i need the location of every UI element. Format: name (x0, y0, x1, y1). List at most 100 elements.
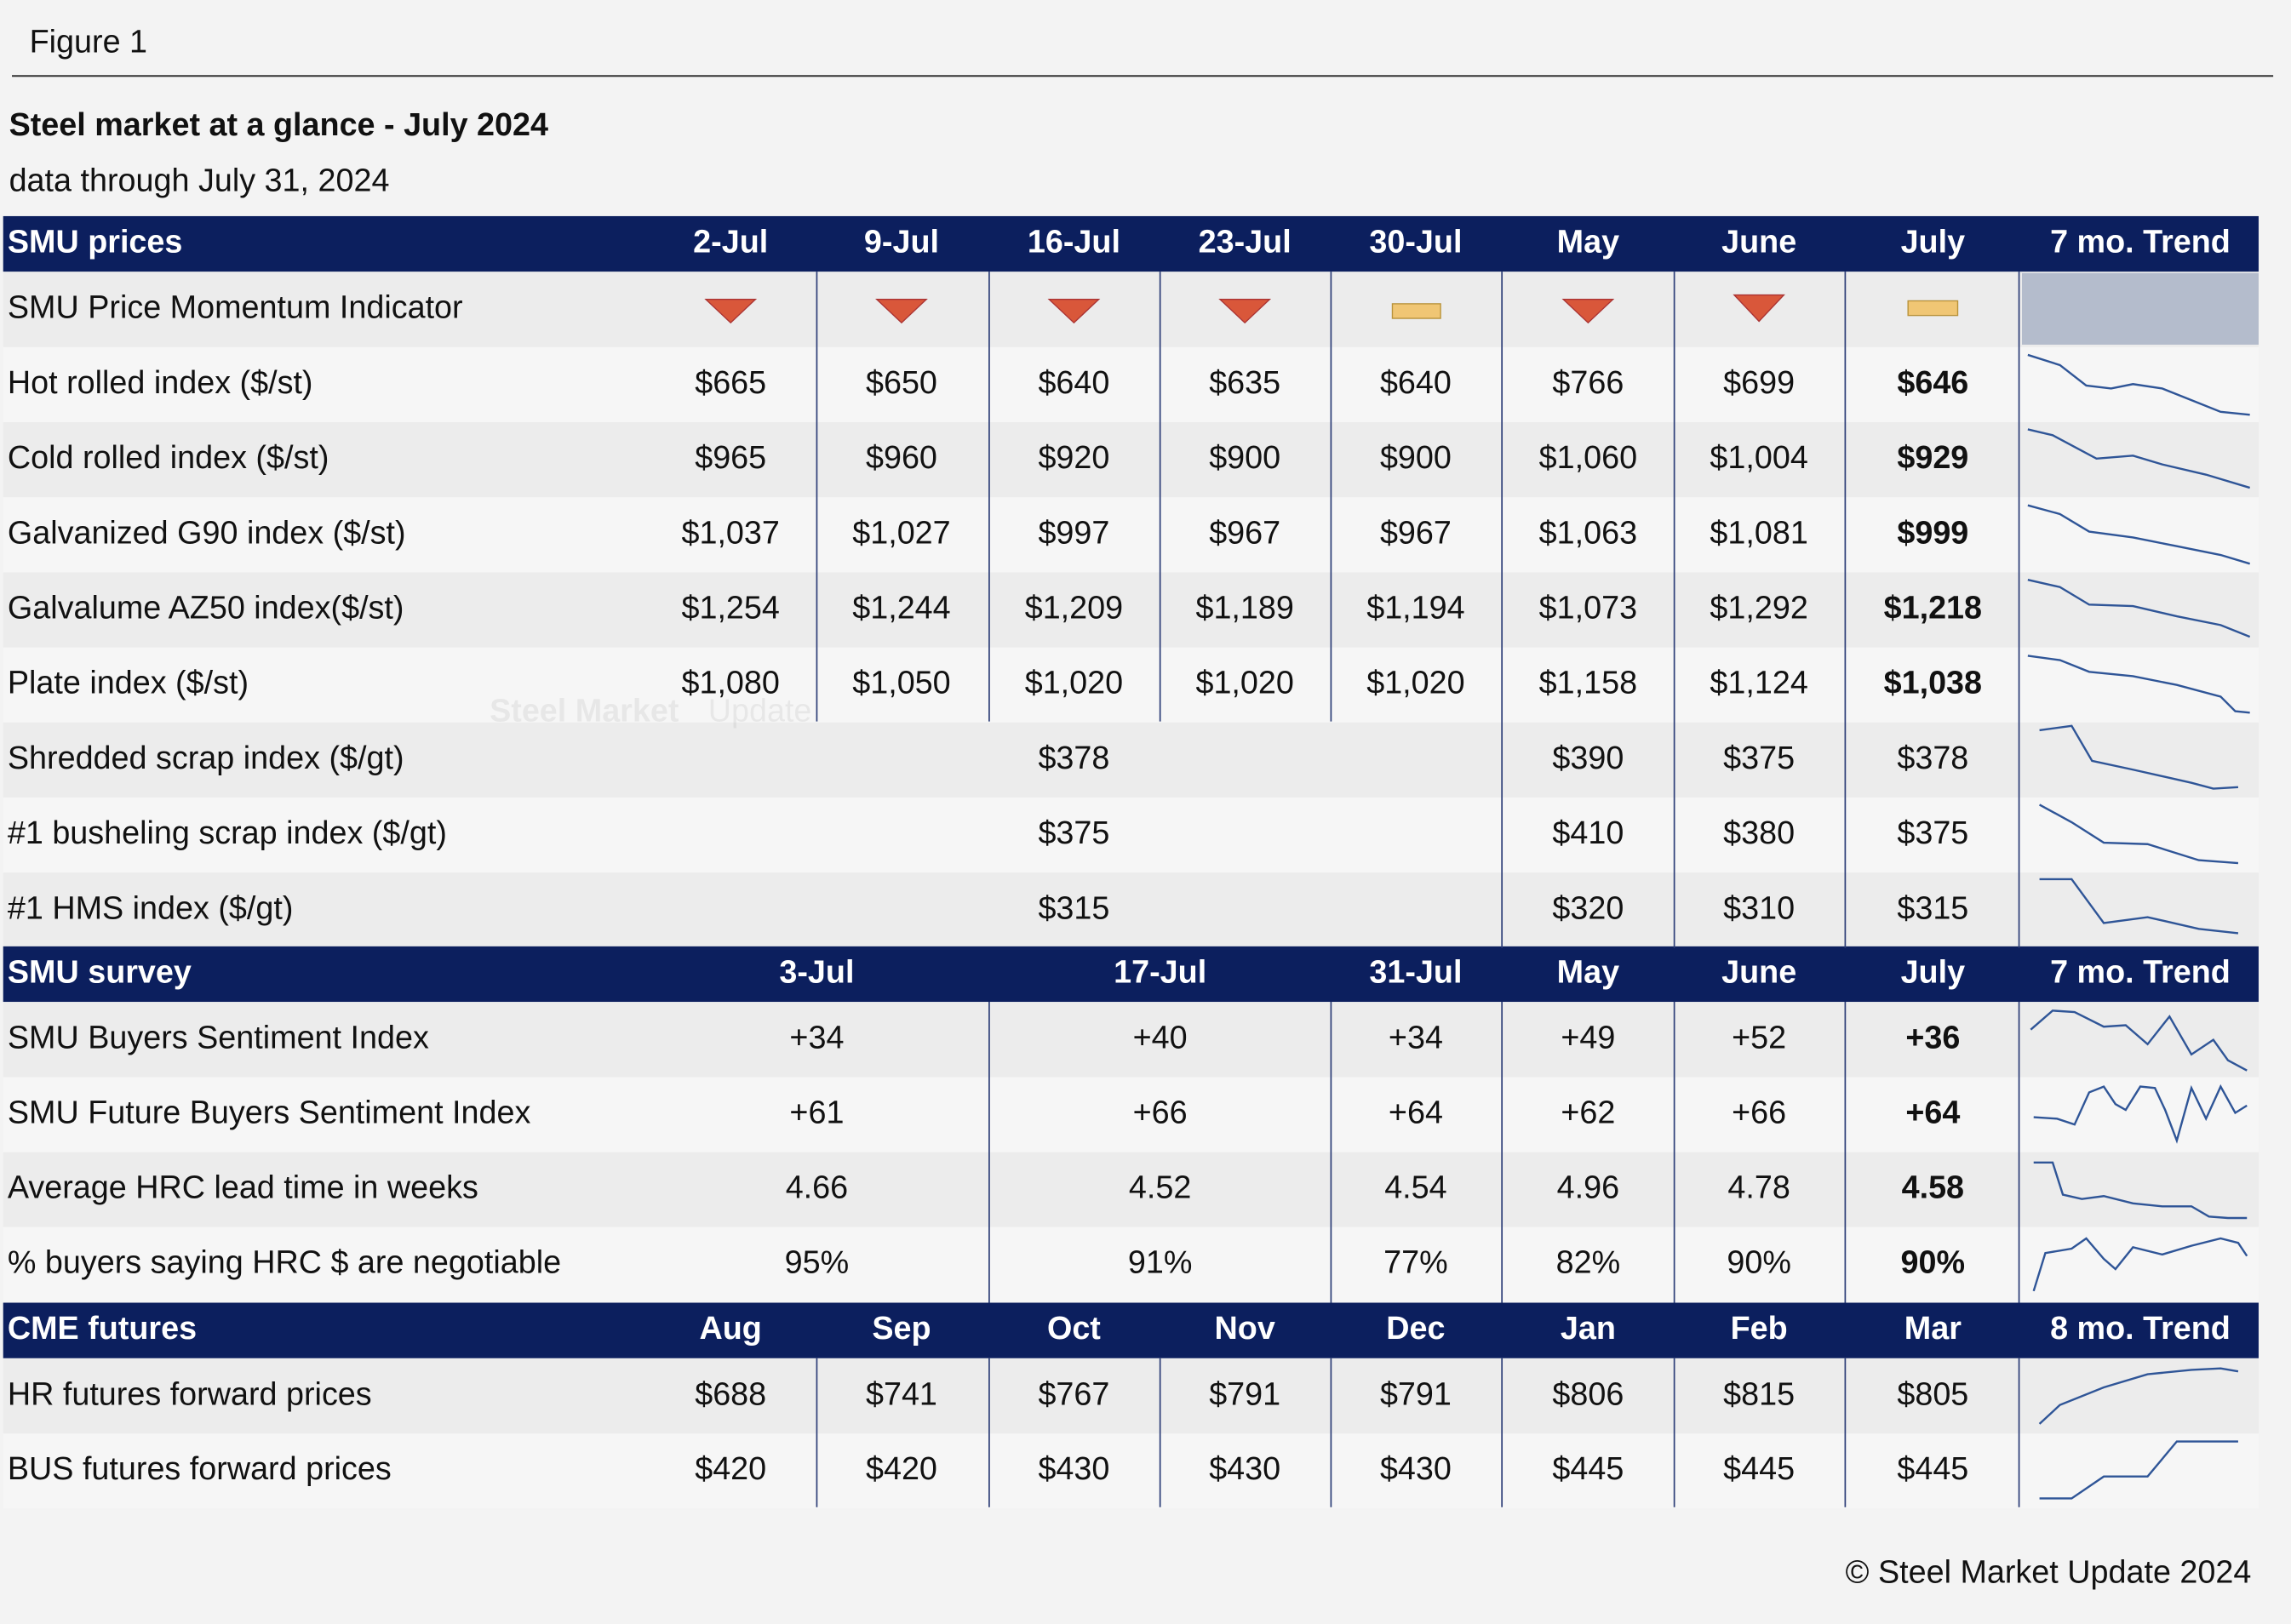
row-label: Plate index ($/st) (8, 665, 249, 700)
header-cell: 7 mo. Trend (2050, 224, 2231, 260)
header-band (3, 215, 2259, 272)
figure-label: Figure 1 (30, 23, 147, 59)
header-cell: July (1901, 224, 1966, 260)
header-cell: 31-Jul (1369, 953, 1462, 989)
grid-lines (816, 272, 2020, 1507)
cell: 4.52 (1129, 1169, 1191, 1205)
row-label: SMU Future Buyers Sentiment Index (8, 1095, 531, 1130)
cell: $1,020 (1195, 665, 1293, 700)
flat-icon (1907, 300, 1959, 317)
row-band (3, 1358, 2259, 1434)
row-label: Average HRC lead time in weeks (8, 1169, 478, 1205)
row-band (3, 722, 2259, 798)
cell: $445 (1723, 1450, 1795, 1486)
cell: $805 (1897, 1375, 1968, 1411)
cell: $635 (1209, 364, 1280, 400)
cell: 4.96 (1557, 1169, 1619, 1205)
cell: $965 (695, 439, 766, 475)
table: SMU prices 2-Jul 9-Jul 16-Jul 23-Jul 30-Jul Ma… (8, 224, 2231, 1487)
down-icon (1047, 299, 1101, 324)
header-cell: Mar (1904, 1310, 1962, 1346)
row-label: #1 busheling scrap index ($/gt) (8, 815, 447, 850)
header-cell: Aug (700, 1310, 762, 1346)
cell: +34 (789, 1020, 844, 1055)
cell: 90% (1727, 1244, 1791, 1280)
cell: $430 (1038, 1450, 1109, 1486)
row-label: HR futures forward prices (8, 1375, 372, 1411)
header-cell: 16-Jul (1028, 224, 1120, 260)
cell: $766 (1552, 364, 1624, 400)
cell: $1,050 (852, 665, 950, 700)
cell: $315 (1038, 889, 1109, 925)
cell: $920 (1038, 439, 1109, 475)
cell: $1,080 (681, 665, 779, 700)
watermark: Steel Market Update (490, 692, 811, 728)
row-label: Cold rolled index ($/st) (8, 439, 329, 475)
cell: $420 (695, 1450, 766, 1486)
cell: $665 (695, 364, 766, 400)
row-band (3, 1433, 2259, 1509)
row-label: Galvanized G90 index ($/st) (8, 514, 406, 550)
sparklines (2027, 353, 2251, 1500)
row-band (3, 1077, 2259, 1152)
cell: $445 (1552, 1450, 1624, 1486)
header-cell: July (1901, 953, 1966, 989)
header-band (3, 946, 2259, 1003)
cell: $375 (1723, 740, 1795, 775)
cell: $1,218 (1884, 589, 1982, 625)
footer: © Steel Market Update 2024 (1846, 1554, 2252, 1590)
cell: $1,004 (1710, 439, 1807, 475)
row-band (3, 1227, 2259, 1302)
row-label: Shredded scrap index ($/gt) (8, 740, 404, 775)
cell: $410 (1552, 815, 1624, 850)
cell: 95% (785, 1244, 850, 1280)
row-bands (3, 215, 2259, 1509)
cell: 4.58 (1902, 1169, 1964, 1205)
cell: 77% (1383, 1244, 1448, 1280)
cell: +40 (1133, 1020, 1188, 1055)
cell: $900 (1380, 439, 1452, 475)
subtitle: data through July 31, 2024 (9, 162, 390, 197)
cell: $315 (1897, 889, 1968, 925)
cell: $960 (866, 439, 937, 475)
cell: $646 (1897, 364, 1968, 400)
cell: $1,060 (1539, 439, 1637, 475)
cell: $378 (1038, 740, 1109, 775)
cell: +52 (1732, 1020, 1786, 1055)
cell: 91% (1128, 1244, 1193, 1280)
cell: $999 (1897, 514, 1968, 550)
header-cell: Oct (1047, 1310, 1101, 1346)
cell: $310 (1723, 889, 1795, 925)
cell: $967 (1209, 514, 1280, 550)
cell: $688 (695, 1375, 766, 1411)
cell: $815 (1723, 1375, 1795, 1411)
header-cell: Sep (872, 1310, 931, 1346)
trend-cell (2021, 272, 2259, 345)
cell: 4.54 (1384, 1169, 1446, 1205)
header-band (3, 1302, 2259, 1358)
cell: $1,038 (1884, 665, 1982, 700)
header-cell: 2-Jul (693, 224, 768, 260)
cell: $1,020 (1366, 665, 1464, 700)
header-cell: 30-Jul (1369, 224, 1462, 260)
row-label: Hot rolled index ($/st) (8, 364, 313, 400)
row-band (3, 346, 2259, 423)
cell: $791 (1209, 1375, 1280, 1411)
cell: $380 (1723, 815, 1795, 850)
cell: +66 (1133, 1095, 1188, 1130)
cell: $997 (1038, 514, 1109, 550)
header-cell: 23-Jul (1199, 224, 1292, 260)
header-cell: May (1557, 224, 1619, 260)
cell: +64 (1389, 1095, 1443, 1130)
down-icon (1733, 294, 1785, 323)
cell: +66 (1732, 1095, 1786, 1130)
row-band (3, 1152, 2259, 1227)
down-icon (704, 299, 758, 324)
header-cell: SMU prices (8, 224, 183, 260)
cell: $767 (1038, 1375, 1109, 1411)
cell: $375 (1897, 815, 1968, 850)
cell: $929 (1897, 439, 1968, 475)
row-band (3, 647, 2259, 723)
cell: $640 (1038, 364, 1109, 400)
row-label: Galvalume AZ50 index($/st) (8, 589, 404, 625)
